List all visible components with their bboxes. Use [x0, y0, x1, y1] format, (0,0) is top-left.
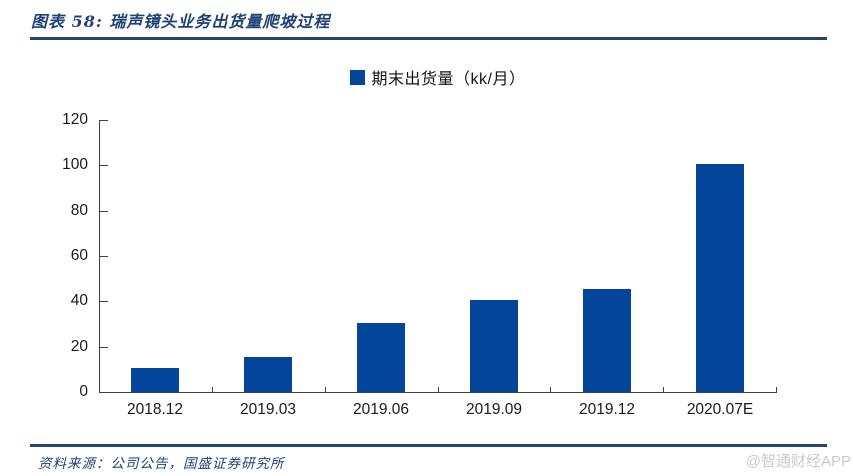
- y-axis-label: 40: [70, 292, 88, 309]
- bar-2019.09: [470, 300, 518, 392]
- x-tick: [212, 387, 213, 392]
- x-tick: [776, 387, 777, 392]
- y-tick: [100, 165, 108, 166]
- y-axis-label: 20: [70, 338, 88, 355]
- y-tick: [100, 347, 108, 348]
- y-tick: [100, 301, 108, 302]
- x-tick: [438, 387, 439, 392]
- bar-2020.07E: [696, 164, 744, 392]
- bar-2019.12: [583, 289, 631, 392]
- bar-2019.03: [244, 357, 292, 392]
- x-axis-label: 2019.09: [465, 401, 523, 418]
- y-axis-label: 0: [79, 383, 88, 400]
- chart-legend: 期末出货量（kk/月）: [99, 66, 776, 88]
- x-axis-label: 2020.07E: [686, 401, 754, 418]
- x-tick: [663, 387, 664, 392]
- watermark: @智通财经APP: [745, 453, 851, 470]
- figure-title: 图表 58: 瑞声镜头业务出货量爬坡过程: [31, 12, 331, 31]
- y-axis-label: 80: [70, 202, 88, 219]
- footer-divider: [30, 444, 827, 447]
- x-axis-label: 2019.03: [239, 401, 297, 418]
- x-tick: [325, 387, 326, 392]
- x-axis-label: 2019.12: [578, 401, 636, 418]
- x-tick: [550, 387, 551, 392]
- legend-label: 期末出货量（kk/月）: [371, 71, 526, 88]
- x-axis-label: 2018.12: [126, 401, 184, 418]
- y-axis-line: [99, 120, 100, 393]
- y-axis-label: 60: [70, 247, 88, 264]
- y-tick: [100, 211, 108, 212]
- y-tick: [100, 256, 108, 257]
- bar-2019.06: [357, 323, 405, 392]
- x-axis-label: 2019.06: [352, 401, 410, 418]
- header-divider: [30, 37, 827, 40]
- legend-swatch: [349, 69, 365, 85]
- y-tick: [100, 120, 108, 121]
- x-axis-line: [99, 392, 777, 393]
- y-axis-label: 120: [62, 111, 88, 128]
- source-note: 资料来源：公司公告，国盛证券研究所: [38, 456, 285, 472]
- y-axis-label: 100: [62, 156, 88, 173]
- bar-2018.12: [131, 368, 179, 392]
